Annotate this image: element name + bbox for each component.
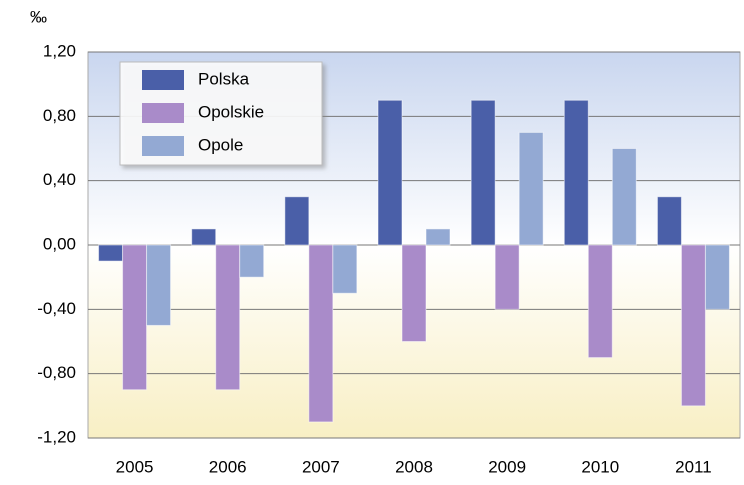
x-tick-label: 2011: [675, 457, 712, 476]
x-tick-label: 2010: [581, 457, 619, 476]
bar: [587, 244, 613, 359]
bar: [611, 148, 637, 246]
bar: [401, 244, 427, 342]
bar: [656, 196, 682, 246]
x-tick-label: 2006: [209, 457, 247, 476]
legend-swatch: [142, 70, 184, 90]
legend-label: Polska: [198, 69, 250, 88]
unit-label: ‰: [30, 7, 47, 26]
bar: [680, 244, 706, 407]
y-tick-label: 0,80: [43, 106, 76, 125]
y-tick-label: 0,40: [43, 170, 76, 189]
bar: [284, 196, 310, 246]
bar: [239, 244, 265, 278]
bar: [563, 99, 589, 246]
bar: [308, 244, 334, 423]
y-tick-label: 1,20: [43, 41, 76, 60]
legend-label: Opolskie: [198, 102, 264, 121]
bar: [494, 244, 520, 310]
legend-label: Opole: [198, 135, 243, 154]
bar: [518, 131, 544, 246]
bar: [146, 244, 172, 326]
y-tick-label: -0,80: [37, 363, 76, 382]
x-tick-label: 2005: [116, 457, 154, 476]
bar: [215, 244, 241, 391]
bar: [332, 244, 358, 294]
bar: [191, 228, 217, 246]
y-tick-label: -1,20: [37, 427, 76, 446]
y-tick-label: 0,00: [43, 234, 76, 253]
y-tick-label: -0,40: [37, 299, 76, 318]
x-tick-label: 2008: [395, 457, 433, 476]
bar: [377, 99, 403, 246]
bar: [425, 228, 451, 246]
bar: [122, 244, 148, 391]
bar: [704, 244, 730, 310]
legend-swatch: [142, 136, 184, 156]
legend-swatch: [142, 103, 184, 123]
x-tick-label: 2009: [488, 457, 526, 476]
bar: [98, 244, 124, 262]
x-tick-label: 2007: [302, 457, 340, 476]
bar: [470, 99, 496, 246]
